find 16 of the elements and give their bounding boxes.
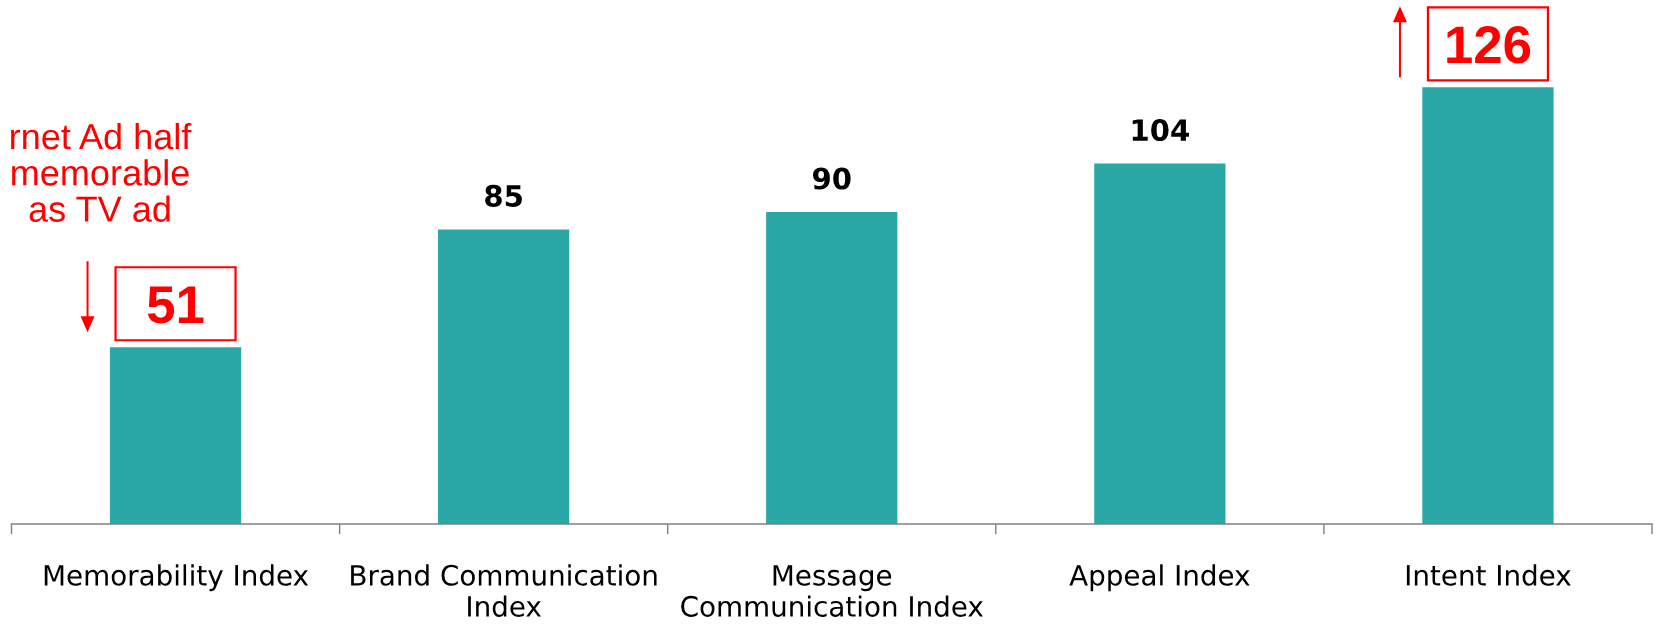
bar <box>1094 163 1226 524</box>
x-tick-label: Message Communication Index <box>681 565 983 617</box>
x-tick-label: Memorability Index <box>44 564 309 592</box>
bar <box>1422 87 1554 524</box>
bar <box>766 212 898 524</box>
data-label: 90 <box>812 167 851 190</box>
x-tick-label: Intent Index <box>1406 564 1571 586</box>
data-label: 104 <box>1132 119 1189 142</box>
bar <box>438 229 570 524</box>
annotation: 51 <box>147 286 204 324</box>
x-tick-label: Appeal Index <box>1069 564 1250 592</box>
x-tick-label: Brand Communication Index <box>351 564 657 617</box>
data-label: 85 <box>485 184 522 207</box>
bar <box>109 347 242 524</box>
annotation: rnet Ad half memorable as TV ad <box>11 122 192 222</box>
annotation: 126 <box>1447 26 1531 64</box>
